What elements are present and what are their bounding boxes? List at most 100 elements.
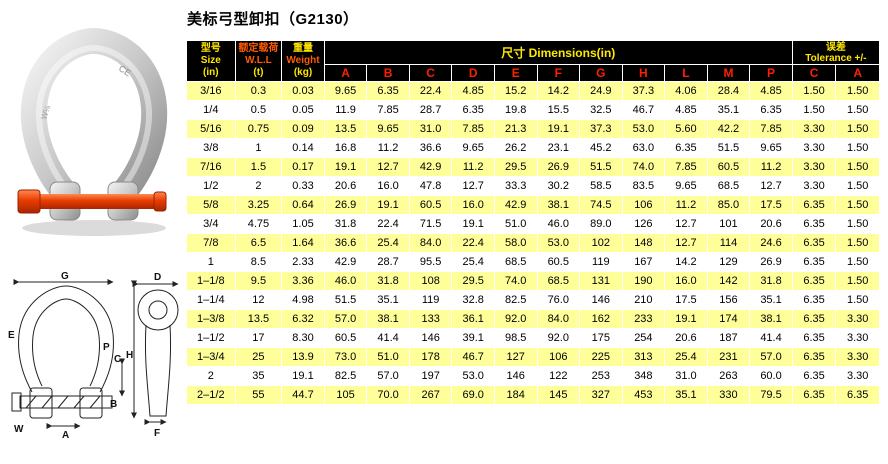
table-cell: 1.50 <box>835 157 880 177</box>
table-cell: 6.35 <box>791 252 837 272</box>
table-cell: 5/8 <box>186 195 236 215</box>
table-row: 5/16 0.75 0.09 13.5 9.65 31.0 7.85 21.3 19.1 37.3… <box>186 119 880 139</box>
spec-table-body: 3/16 0.3 0.03 9.65 6.35 22.4 4.85 15.2 14.2 24.9 3… <box>186 81 880 405</box>
table-cell: 9.65 <box>323 81 368 101</box>
table-cell: 233 <box>621 309 666 329</box>
table-cell: 85.0 <box>706 195 751 215</box>
table-cell: 19.1 <box>366 195 410 215</box>
table-row: 2 35 19.1 82.5 57.0 197 53.0 146 122 253 348 31.0 26… <box>186 366 880 386</box>
table-cell: 122 <box>536 366 581 386</box>
table-cell: 142 <box>706 271 751 291</box>
table-cell: 0.14 <box>281 138 325 158</box>
table-cell: 74.0 <box>493 271 538 291</box>
table-cell: 178 <box>408 347 453 367</box>
table-cell: 74.5 <box>579 195 623 215</box>
table-cell: 6.35 <box>664 138 708 158</box>
table-cell: 51.5 <box>579 157 623 177</box>
table-cell: 46.7 <box>621 100 666 120</box>
table-cell: 12 <box>234 290 283 310</box>
table-cell: 42.2 <box>706 119 751 139</box>
dim-label-g: G <box>61 271 69 282</box>
table-cell: 19.8 <box>493 100 538 120</box>
dim-letter-header: E <box>493 64 538 82</box>
table-cell: 9.65 <box>749 138 793 158</box>
table-cell: 92.0 <box>536 328 581 348</box>
table-cell: 133 <box>408 309 453 329</box>
table-cell: 106 <box>621 195 666 215</box>
table-cell: 7.85 <box>664 157 708 177</box>
table-cell: 57.0 <box>323 309 368 329</box>
dim-letter-header: P <box>749 64 793 82</box>
table-cell: 253 <box>579 366 623 386</box>
table-cell: 92.0 <box>493 309 538 329</box>
table-cell: 313 <box>621 347 666 367</box>
table-cell: 1.5 <box>234 157 283 177</box>
dim-letter-header: F <box>536 64 581 82</box>
table-cell: 73.0 <box>323 347 368 367</box>
table-row: 1–3/8 13.5 6.32 57.0 38.1 133 36.1 92.0 84.0 162 2… <box>186 309 880 329</box>
table-cell: 3.30 <box>791 176 837 196</box>
product-photo: CE W⅛ <box>17 27 168 236</box>
dim-label-h: H <box>126 350 133 361</box>
table-cell: 68.5 <box>536 271 581 291</box>
table-cell: 175 <box>579 328 623 348</box>
table-cell: 9.65 <box>451 138 495 158</box>
table-cell: 35.1 <box>749 290 793 310</box>
table-cell: 74.0 <box>621 157 666 177</box>
table-cell: 1.50 <box>835 138 880 158</box>
table-cell: 25.4 <box>451 252 495 272</box>
table-row: 1–1/2 17 8.30 60.5 41.4 146 39.1 98.5 92.0 175 254… <box>186 328 880 348</box>
header-line: 额定载荷 <box>238 43 279 54</box>
table-cell: 1.50 <box>835 100 880 120</box>
table-cell: 63.0 <box>621 138 666 158</box>
table-cell: 7/8 <box>186 233 236 253</box>
table-cell: 28.7 <box>366 252 410 272</box>
table-cell: 26.2 <box>493 138 538 158</box>
table-cell: 0.03 <box>281 81 325 101</box>
table-cell: 47.8 <box>408 176 453 196</box>
page-title: 美标弓型卸扣（G2130） <box>187 11 359 28</box>
table-cell: 3/16 <box>186 81 236 101</box>
table-cell: 16.0 <box>664 271 708 291</box>
table-row: 3/16 0.3 0.03 9.65 6.35 22.4 4.85 15.2 14.2 24.9 3… <box>186 81 880 101</box>
table-cell: 38.1 <box>366 309 410 329</box>
table-cell: 60.0 <box>749 366 793 386</box>
table-cell: 22.4 <box>451 233 495 253</box>
table-cell: 6.32 <box>281 309 325 329</box>
table-cell: 46.7 <box>451 347 495 367</box>
table-cell: 8.30 <box>281 328 325 348</box>
table-cell: 1–3/4 <box>186 347 236 367</box>
table-cell: 9.65 <box>366 119 410 139</box>
table-cell: 3.30 <box>791 157 837 177</box>
table-cell: 15.2 <box>493 81 538 101</box>
table-cell: 25 <box>234 347 283 367</box>
table-cell: 3.30 <box>835 366 880 386</box>
header-line: Size <box>200 55 221 66</box>
table-cell: 6.35 <box>791 309 837 329</box>
table-row: 1/4 0.5 0.05 11.9 7.85 28.7 6.35 19.8 15.5 32.5 46… <box>186 100 880 120</box>
table-cell: 38.1 <box>749 309 793 329</box>
table-cell: 26.9 <box>323 195 368 215</box>
table-cell: 12.7 <box>451 176 495 196</box>
table-cell: 5/16 <box>186 119 236 139</box>
header-line: 重量 <box>292 43 313 54</box>
table-cell: 58.0 <box>493 233 538 253</box>
table-cell: 12.7 <box>366 157 410 177</box>
table-cell: 1–1/8 <box>186 271 236 291</box>
table-cell: 167 <box>621 252 666 272</box>
table-cell: 20.6 <box>749 214 793 234</box>
table-cell: 95.5 <box>408 252 453 272</box>
table-cell: 1.50 <box>791 100 837 120</box>
dim-label-c: C <box>114 354 121 365</box>
dim-letter-header: C <box>408 64 453 82</box>
table-cell: 6.35 <box>791 385 837 405</box>
table-cell: 1.50 <box>835 176 880 196</box>
dimension-drawing: G E P C H B A W D F <box>8 271 179 441</box>
table-cell: 70.0 <box>366 385 410 405</box>
table-cell: 60.5 <box>323 328 368 348</box>
header-line: Tolerance +/- <box>805 52 867 64</box>
table-cell: 12.7 <box>749 176 793 196</box>
dim-letter-header: G <box>579 64 623 82</box>
table-cell: 83.5 <box>621 176 666 196</box>
front-view-outline <box>11 285 114 419</box>
